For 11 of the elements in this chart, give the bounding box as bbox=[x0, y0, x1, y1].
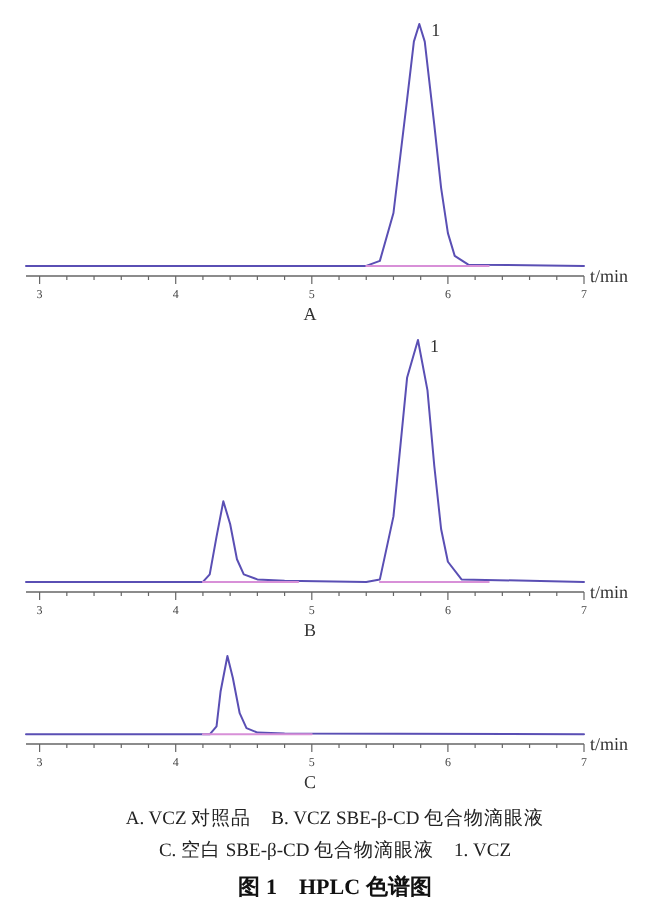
text: B bbox=[303, 620, 317, 640]
annotation: 1 bbox=[431, 20, 441, 40]
text: C bbox=[303, 772, 317, 792]
x-axis-title: t/min bbox=[590, 734, 629, 754]
x-axis-title: t/min bbox=[590, 582, 629, 602]
text: A. VCZ 对照品 B. VCZ SBE-β-CD 包合物滴眼液 bbox=[125, 806, 545, 830]
text: A bbox=[303, 304, 318, 324]
x-axis-title: t/min bbox=[590, 266, 629, 286]
annotation: 1 bbox=[429, 336, 439, 356]
text: 图 1 HPLC 色谱图 bbox=[238, 874, 432, 900]
text: C. 空白 SBE-β-CD 包合物滴眼液 1. VCZ bbox=[158, 838, 512, 862]
